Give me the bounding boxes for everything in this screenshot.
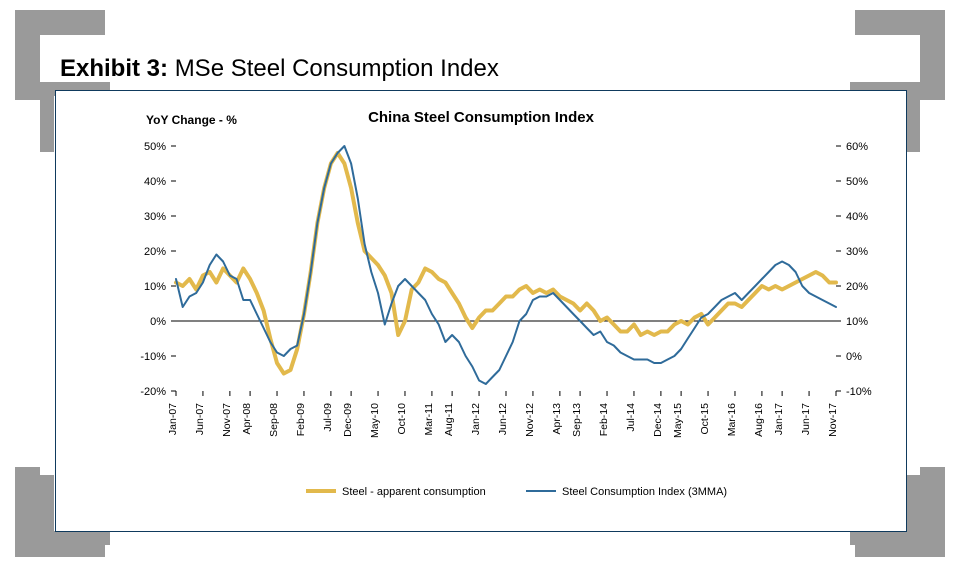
svg-text:Nov-12: Nov-12	[524, 403, 536, 437]
corner-tl-v	[15, 10, 40, 100]
svg-text:Nov-17: Nov-17	[827, 403, 839, 437]
svg-text:Jul-09: Jul-09	[322, 403, 334, 432]
svg-text:Jun-17: Jun-17	[800, 403, 812, 435]
svg-text:-20%: -20%	[140, 386, 166, 398]
svg-text:40%: 40%	[846, 211, 868, 223]
svg-text:Apr-08: Apr-08	[241, 403, 253, 435]
chart-frame: YoY Change - % China Steel Consumption I…	[55, 90, 907, 532]
svg-text:Sep-08: Sep-08	[268, 403, 280, 437]
frame-corner-tr-v	[906, 82, 920, 152]
svg-text:Jun-07: Jun-07	[194, 403, 206, 435]
svg-text:Jan-17: Jan-17	[773, 403, 785, 435]
svg-text:Jun-12: Jun-12	[497, 403, 509, 435]
svg-text:Feb-09: Feb-09	[295, 403, 307, 436]
svg-text:Feb-14: Feb-14	[598, 403, 610, 436]
svg-text:-10%: -10%	[846, 386, 872, 398]
svg-text:Aug-16: Aug-16	[753, 403, 765, 437]
svg-text:20%: 20%	[144, 246, 166, 258]
exhibit-title: Exhibit 3: MSe Steel Consumption Index	[60, 55, 499, 83]
corner-bl-v	[15, 467, 40, 557]
svg-text:20%: 20%	[846, 281, 868, 293]
chart-svg: -20% -10% 0% 10% 20% 30% 40% 50% -10% 0% 10% 20% 30%…	[56, 91, 906, 531]
svg-text:30%: 30%	[144, 211, 166, 223]
svg-text:30%: 30%	[846, 246, 868, 258]
frame-corner-bl-v	[40, 475, 54, 545]
page-root: Exhibit 3: MSe Steel Consumption Index Y…	[0, 0, 960, 567]
svg-text:Steel - apparent consumption: Steel - apparent consumption	[342, 486, 486, 498]
svg-text:50%: 50%	[846, 176, 868, 188]
svg-text:May-15: May-15	[672, 403, 684, 438]
svg-text:50%: 50%	[144, 141, 166, 153]
svg-text:Dec-09: Dec-09	[342, 403, 354, 437]
svg-text:40%: 40%	[144, 176, 166, 188]
svg-text:Jul-14: Jul-14	[625, 403, 637, 432]
corner-tr-v	[920, 10, 945, 100]
svg-text:Aug-11: Aug-11	[443, 403, 455, 436]
svg-text:-10%: -10%	[140, 351, 166, 363]
exhibit-label: Exhibit 3:	[60, 55, 168, 82]
svg-text:0%: 0%	[846, 351, 862, 363]
svg-text:Dec-14: Dec-14	[652, 403, 664, 437]
corner-br-v	[920, 467, 945, 557]
svg-text:May-10: May-10	[369, 403, 381, 438]
svg-text:Mar-16: Mar-16	[726, 403, 738, 436]
svg-text:10%: 10%	[846, 316, 868, 328]
svg-text:Steel Consumption Index (3MMA): Steel Consumption Index (3MMA)	[562, 486, 727, 498]
svg-text:Oct-10: Oct-10	[396, 403, 408, 435]
svg-text:Jan-12: Jan-12	[470, 403, 482, 435]
chart-title: China Steel Consumption Index	[56, 109, 906, 126]
svg-text:10%: 10%	[144, 281, 166, 293]
exhibit-name: MSe Steel Consumption Index	[175, 55, 499, 82]
svg-text:0%: 0%	[150, 316, 166, 328]
frame-corner-tl-v	[40, 82, 54, 152]
svg-text:Apr-13: Apr-13	[551, 403, 563, 435]
svg-text:Nov-07: Nov-07	[221, 403, 233, 437]
svg-text:Sep-13: Sep-13	[571, 403, 583, 437]
svg-text:Oct-15: Oct-15	[699, 403, 711, 435]
svg-text:60%: 60%	[846, 141, 868, 153]
svg-text:Jan-07: Jan-07	[167, 403, 179, 435]
svg-text:Mar-11: Mar-11	[423, 403, 435, 436]
frame-corner-br-v	[906, 475, 920, 545]
